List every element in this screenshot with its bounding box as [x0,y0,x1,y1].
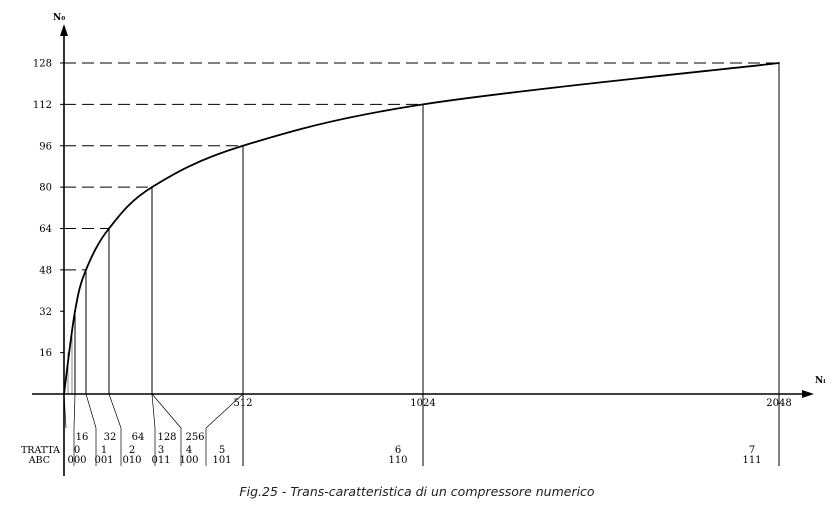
segment-value: 64 [132,432,145,443]
x-tick-label: 1024 [410,398,435,409]
data-point [242,144,244,147]
segment-fan-line [151,393,182,429]
data-point [778,62,780,64]
data-point [108,227,110,230]
x-axis-arrow [802,390,814,398]
segment-value: 16 [76,432,89,443]
x-axis-label: Nᵢ [815,376,826,386]
segment-abc: 110 [388,455,407,466]
dashed-guides [64,62,779,271]
segment-value: 128 [157,432,176,443]
x-tick-label: 2048 [766,398,791,409]
data-point [63,393,65,395]
segment-value: 32 [104,432,117,443]
y-tick-label: 128 [33,59,52,70]
y-tick-label: 80 [39,183,52,194]
segment-abc: 011 [151,455,170,466]
series-line [63,62,780,395]
y-axis-label: N₀ [53,13,65,23]
axes [32,24,814,476]
segment-abc: 101 [212,455,231,466]
row-label-abc: ABC [28,455,50,466]
vertical-guides [63,63,780,466]
y-tick-label: 96 [39,141,52,152]
segment-tratta: 4 [186,445,192,456]
segment-fan-line [108,393,122,429]
segment-fan-line [85,393,97,429]
segment-abc: 111 [742,455,761,466]
x-tick-label: 512 [233,398,252,409]
segment-tratta: 3 [158,445,164,456]
segment-tratta: 2 [129,445,135,456]
segment-tratta: 1 [101,445,107,456]
y-tick-label: 64 [39,224,52,235]
y-tick-label: 16 [39,348,52,359]
segment-fan-line [73,393,76,429]
data-point [74,310,76,313]
row-label-tratta: TRATTA [21,445,60,456]
segment-abc: 100 [179,455,198,466]
data-point [151,186,153,189]
data-point [422,103,424,106]
y-tick-label: 112 [33,100,52,111]
segment-value: 256 [185,432,204,443]
segment-tratta: 5 [219,445,225,456]
segment-tratta: 7 [749,445,755,456]
segment-abc: 001 [94,455,113,466]
y-tick-label: 32 [39,307,52,318]
segment-abc: 000 [67,455,86,466]
y-tick-label: 48 [39,265,52,276]
data-point [85,268,87,271]
segment-tratta: 0 [74,445,80,456]
segment-fan-line [151,393,156,429]
y-axis-arrow [60,24,68,36]
curve [63,62,780,395]
segment-tratta: 6 [395,445,401,456]
figure-caption: Fig.25 - Trans-caratteristica di un comp… [239,484,595,499]
segment-fan-line [205,393,244,429]
segment-abc: 010 [122,455,141,466]
